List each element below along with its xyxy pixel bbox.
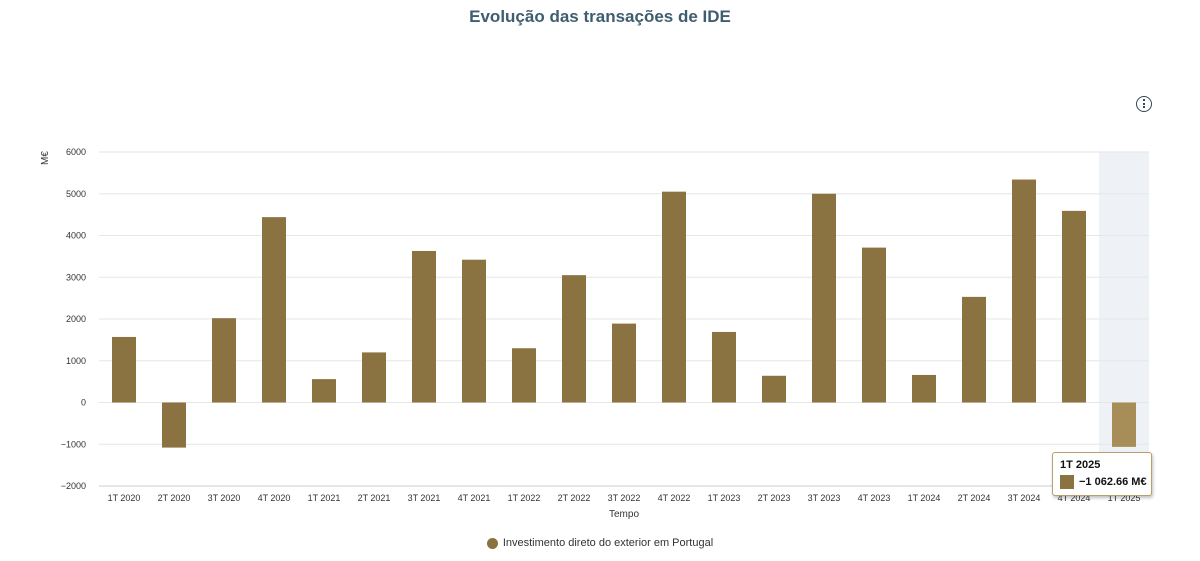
bar[interactable] xyxy=(662,191,686,403)
x-tick-label: 4T 2022 xyxy=(658,493,691,503)
y-tick-label: 1000 xyxy=(66,356,86,366)
bar[interactable] xyxy=(362,352,386,403)
x-tick-label: 1T 2020 xyxy=(108,493,141,503)
bar[interactable] xyxy=(462,259,486,403)
bar[interactable] xyxy=(162,402,186,448)
x-tick-label: 3T 2023 xyxy=(808,493,841,503)
bar[interactable] xyxy=(312,379,336,403)
bar[interactable] xyxy=(862,247,886,403)
bar[interactable] xyxy=(912,374,936,403)
x-tick-label: 4T 2021 xyxy=(458,493,491,503)
tooltip-swatch xyxy=(1060,475,1074,489)
y-tick-label: 2000 xyxy=(66,314,86,324)
tooltip-value: −1 062.66 M€ xyxy=(1079,476,1147,488)
x-tick-label: 2T 2022 xyxy=(558,493,591,503)
bar[interactable] xyxy=(1062,210,1086,403)
bar[interactable] xyxy=(112,336,136,403)
bar[interactable] xyxy=(612,323,636,403)
legend-item[interactable]: Investimento direto do exterior em Portu… xyxy=(486,537,714,549)
x-tick-label: 3T 2020 xyxy=(208,493,241,503)
bar[interactable] xyxy=(212,318,236,403)
bar[interactable] xyxy=(512,348,536,403)
tooltip-title: 1T 2025 xyxy=(1060,459,1101,471)
legend-label: Investimento direto do exterior em Portu… xyxy=(502,537,714,549)
y-tick-label: 6000 xyxy=(66,147,86,157)
bar[interactable] xyxy=(1012,179,1036,403)
x-tick-label: 4T 2024 xyxy=(1058,493,1091,503)
chart-title: Evolução das transações de IDE xyxy=(469,7,731,26)
bar[interactable] xyxy=(712,331,736,403)
x-tick-label: 1T 2021 xyxy=(308,493,341,503)
bar[interactable] xyxy=(812,193,836,403)
x-tick-label: 2T 2020 xyxy=(158,493,191,503)
x-tick-label: 4T 2020 xyxy=(258,493,291,503)
y-tick-label: −2000 xyxy=(61,481,86,491)
y-tick-label: −1000 xyxy=(61,439,86,449)
tooltip: 1T 2025 −1 062.66 M€ xyxy=(1052,452,1152,496)
y-tick-label: 3000 xyxy=(66,272,86,282)
x-tick-label: 3T 2022 xyxy=(608,493,641,503)
y-tick-label: 0 xyxy=(81,398,86,408)
bar[interactable] xyxy=(262,217,286,403)
x-tick-label: 1T 2025 xyxy=(1108,493,1141,503)
x-tick-label: 2T 2024 xyxy=(958,493,991,503)
y-tick-label: 5000 xyxy=(66,189,86,199)
info-icon[interactable] xyxy=(1136,96,1152,112)
x-tick-label: 1T 2022 xyxy=(508,493,541,503)
bar[interactable] xyxy=(962,296,986,403)
x-tick-label: 3T 2024 xyxy=(1008,493,1041,503)
x-tick-label: 1T 2023 xyxy=(708,493,741,503)
x-tick-label: 4T 2023 xyxy=(858,493,891,503)
bar[interactable] xyxy=(1112,402,1136,447)
legend-marker xyxy=(486,537,498,549)
bar[interactable] xyxy=(762,375,786,403)
bar[interactable] xyxy=(562,275,586,403)
x-tick-label: 3T 2021 xyxy=(408,493,441,503)
y-axis-title: M€ xyxy=(40,151,51,165)
x-tick-label: 1T 2024 xyxy=(908,493,941,503)
legend: Investimento direto do exterior em Portu… xyxy=(0,537,1200,552)
bar[interactable] xyxy=(412,250,436,403)
x-tick-label: 2T 2023 xyxy=(758,493,791,503)
x-axis-title: Tempo xyxy=(609,509,639,520)
x-tick-label: 2T 2021 xyxy=(358,493,391,503)
y-tick-label: 4000 xyxy=(66,231,86,241)
